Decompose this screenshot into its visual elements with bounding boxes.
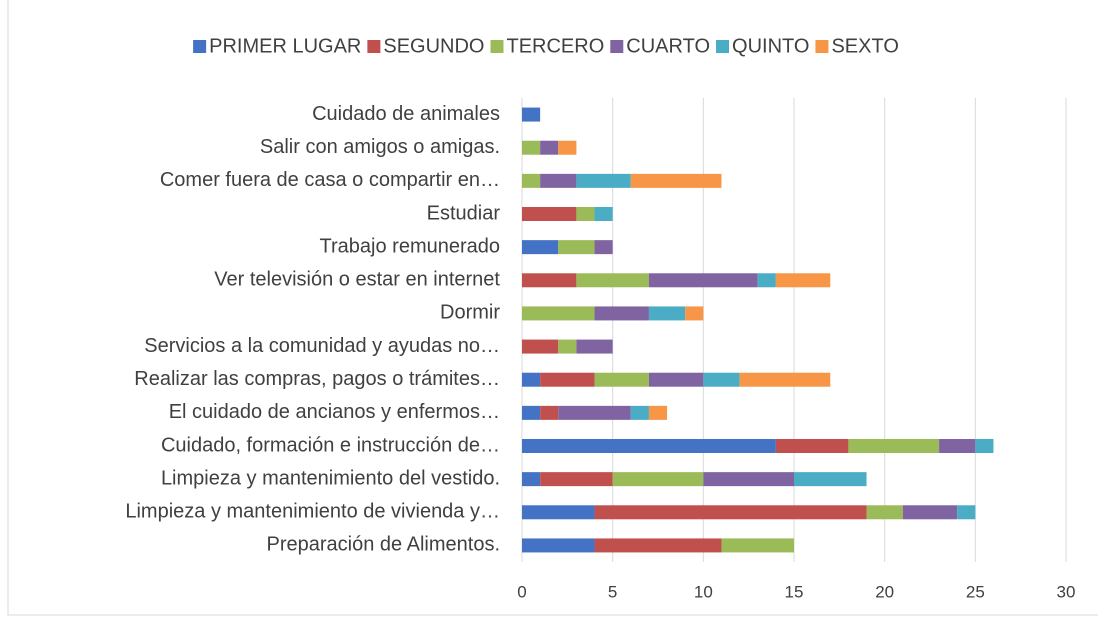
bar-segment xyxy=(939,439,976,453)
y-tick-label: Limpieza y mantenimiento de vivienda y… xyxy=(125,501,500,523)
x-tick-label: 20 xyxy=(875,582,894,601)
legend-swatch xyxy=(815,40,829,53)
bar-segment xyxy=(576,173,631,188)
bar-segment xyxy=(648,273,758,288)
legend-label: SEGUNDO xyxy=(383,35,484,57)
bar-segment xyxy=(848,439,940,453)
legend-swatch xyxy=(367,40,381,53)
bar-segment xyxy=(648,306,686,321)
legend-swatch xyxy=(716,40,730,53)
legend-label: SEXTO xyxy=(831,35,898,57)
bar-segment xyxy=(630,405,649,420)
bar-segment xyxy=(558,405,631,420)
bar-segment xyxy=(522,207,577,221)
legend-label: TERCERO xyxy=(506,35,604,57)
bar-segment xyxy=(594,538,722,553)
y-tick-label: Dormir xyxy=(440,302,500,324)
bar-segment xyxy=(576,273,649,288)
bar-segment xyxy=(522,140,541,155)
legend-label: PRIMER LUGAR xyxy=(209,35,361,57)
y-tick-label: Salir con amigos o amigas. xyxy=(260,136,500,158)
bar-segment xyxy=(522,472,541,487)
y-tick-label: Ver televisión o estar en internet xyxy=(214,269,500,291)
y-tick-label: Cuidado de animales xyxy=(312,103,500,125)
x-tick-label: 0 xyxy=(517,582,526,601)
bar-segment xyxy=(558,240,595,255)
bar-segment xyxy=(794,472,867,487)
bar-segment xyxy=(522,505,595,520)
bar-segment xyxy=(594,306,649,321)
y-tick-label: El cuidado de ancianos y enfermos… xyxy=(169,401,500,423)
y-tick-label: Servicios a la comunidad y ayudas no… xyxy=(144,335,500,357)
x-tick-label: 25 xyxy=(966,582,985,601)
bar-segment xyxy=(522,538,595,553)
y-tick-label: Comer fuera de casa o compartir en… xyxy=(160,169,500,191)
bar-segment xyxy=(576,339,613,354)
y-tick-label: Trabajo remunerado xyxy=(320,235,500,257)
legend-swatch xyxy=(193,40,207,53)
legend-swatch xyxy=(610,40,624,53)
bar-segment xyxy=(648,405,668,420)
bar-segment xyxy=(522,405,541,420)
chart-frame xyxy=(7,0,1098,616)
bar-segment xyxy=(739,372,831,387)
bar-segment xyxy=(594,505,867,520)
y-tick-label: Cuidado, formación e instrucción de… xyxy=(161,434,500,456)
bar-segment xyxy=(775,273,831,288)
bar-segment xyxy=(522,173,541,188)
x-tick-label: 5 xyxy=(608,582,617,601)
x-tick-label: 30 xyxy=(1057,582,1076,601)
bar-segment xyxy=(522,273,577,288)
bar-segment xyxy=(540,140,559,155)
bar-segment xyxy=(975,439,994,453)
bar-segment xyxy=(648,372,704,387)
bar-segment xyxy=(685,306,704,321)
bar-segment xyxy=(576,207,595,221)
bar-segment xyxy=(522,107,541,122)
x-tick-label: 15 xyxy=(785,582,804,601)
bar-segment xyxy=(558,140,577,155)
legend-swatch xyxy=(490,40,504,53)
legend-label: CUARTO xyxy=(626,35,710,57)
bar-segment xyxy=(594,372,649,387)
y-tick-label: Realizar las compras, pagos o trámites… xyxy=(134,368,500,390)
bar-segment xyxy=(594,207,613,221)
bar-segment xyxy=(540,372,595,387)
bar-segment xyxy=(775,439,849,453)
x-tick-label: 10 xyxy=(694,582,713,601)
legend-label: QUINTO xyxy=(732,35,809,57)
bar-segment xyxy=(540,405,559,420)
bar-segment xyxy=(902,505,958,520)
bar-segment xyxy=(522,306,595,321)
y-tick-label: Estudiar xyxy=(427,202,501,224)
bar-segment xyxy=(594,240,613,255)
bar-segment xyxy=(957,505,976,520)
bar-segment xyxy=(522,372,541,387)
bar-segment xyxy=(540,472,613,487)
bar-segment xyxy=(540,173,577,188)
bar-segment xyxy=(522,240,559,255)
bar-segment xyxy=(721,538,794,553)
bar-segment xyxy=(522,339,559,354)
bar-segment xyxy=(612,472,704,487)
bar-segment xyxy=(703,372,740,387)
bar-segment xyxy=(630,173,722,188)
bar-segment xyxy=(866,505,903,520)
bar-segment xyxy=(757,273,776,288)
y-tick-label: Preparación de Alimentos. xyxy=(267,534,500,556)
bar-segment xyxy=(558,339,577,354)
bar-segment xyxy=(703,472,794,487)
bar-segment xyxy=(522,439,776,453)
y-tick-label: Limpieza y mantenimiento del vestido. xyxy=(161,467,500,489)
